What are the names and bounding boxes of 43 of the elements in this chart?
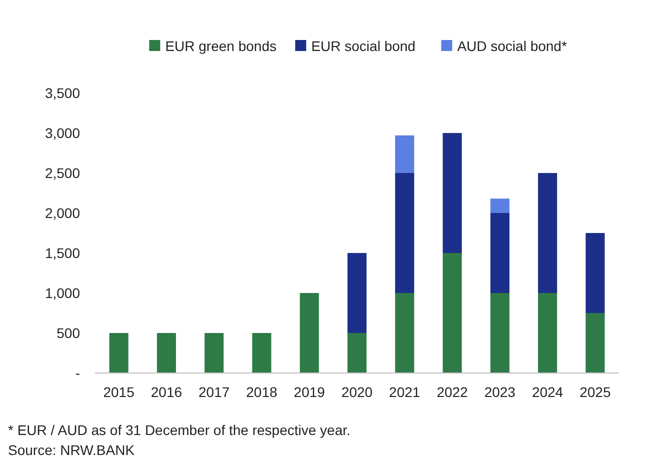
bar — [204, 333, 224, 373]
source-note: Source: NRW.BANK — [8, 442, 136, 458]
y-tick-label: 2,000 — [44, 204, 80, 221]
x-tick-label: 2023 — [484, 384, 516, 400]
bar — [395, 135, 414, 173]
x-tick-label: 2018 — [246, 384, 278, 400]
x-tick-label: 2024 — [532, 384, 564, 400]
bar — [109, 333, 128, 373]
x-tick-label: 2025 — [580, 384, 611, 400]
bar — [586, 233, 605, 313]
bar — [490, 198, 510, 213]
bar — [347, 253, 367, 333]
bar — [442, 253, 462, 373]
bar — [586, 313, 605, 373]
y-tick-label: 2,500 — [44, 164, 80, 181]
bar — [490, 293, 510, 373]
text: * EUR / AUD as of 31 December of the respective year. — [8, 422, 350, 438]
x-tick-label: 2022 — [436, 384, 468, 400]
x-tick-label: 2017 — [198, 384, 230, 400]
y-tick-label: 500 — [56, 324, 80, 341]
bar — [156, 333, 176, 373]
y-tick-label: - — [75, 364, 80, 381]
x-tick-label: 2016 — [150, 384, 182, 400]
y-tick-label: 1,500 — [44, 244, 80, 261]
bar — [395, 293, 414, 373]
bar — [538, 173, 558, 293]
bar — [300, 293, 319, 373]
x-tick-label: 2015 — [103, 384, 135, 400]
legend-label: AUD social bond* — [457, 38, 568, 54]
y-tick-label: 3,000 — [44, 124, 80, 141]
bar — [442, 133, 462, 253]
legend-label: EUR social bond — [311, 38, 416, 54]
bar — [490, 213, 510, 293]
x-tick-label: 2021 — [389, 384, 420, 400]
y-tick-label: 1,000 — [44, 284, 80, 301]
bar — [252, 333, 272, 373]
bar — [395, 173, 414, 293]
x-tick-label: 2019 — [294, 384, 326, 400]
x-tick-label: 2020 — [341, 384, 373, 400]
y-tick-label: 3,500 — [44, 84, 80, 101]
bar — [538, 293, 558, 373]
legend-label: EUR green bonds — [165, 38, 276, 54]
bar — [347, 333, 367, 373]
